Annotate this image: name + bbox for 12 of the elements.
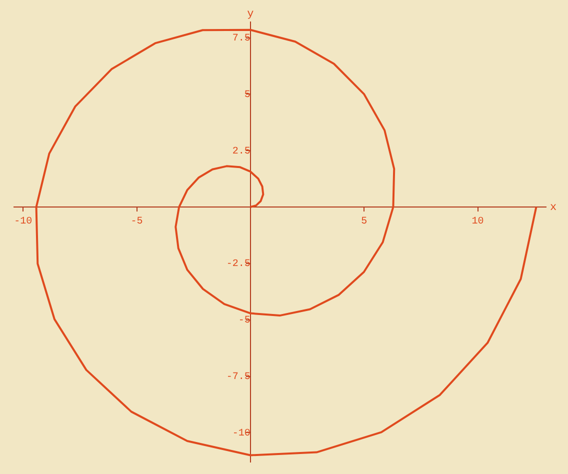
y-tick-label: -10: [232, 428, 250, 440]
y-tick-label: -2.5: [226, 259, 250, 270]
x-tick-label: -10: [14, 216, 32, 228]
y-axis-title: y: [247, 8, 254, 20]
x-tick-label: -5: [130, 216, 143, 228]
y-tick-label: 2.5: [232, 146, 250, 158]
y-tick-label: -7.5: [226, 372, 250, 383]
y-tick-label: -5: [238, 315, 250, 326]
y-tick-label: 7.5: [232, 33, 250, 44]
x-axis-title: x: [550, 202, 557, 214]
x-tick-label: 5: [361, 216, 368, 228]
x-tick-label: 10: [472, 216, 484, 228]
